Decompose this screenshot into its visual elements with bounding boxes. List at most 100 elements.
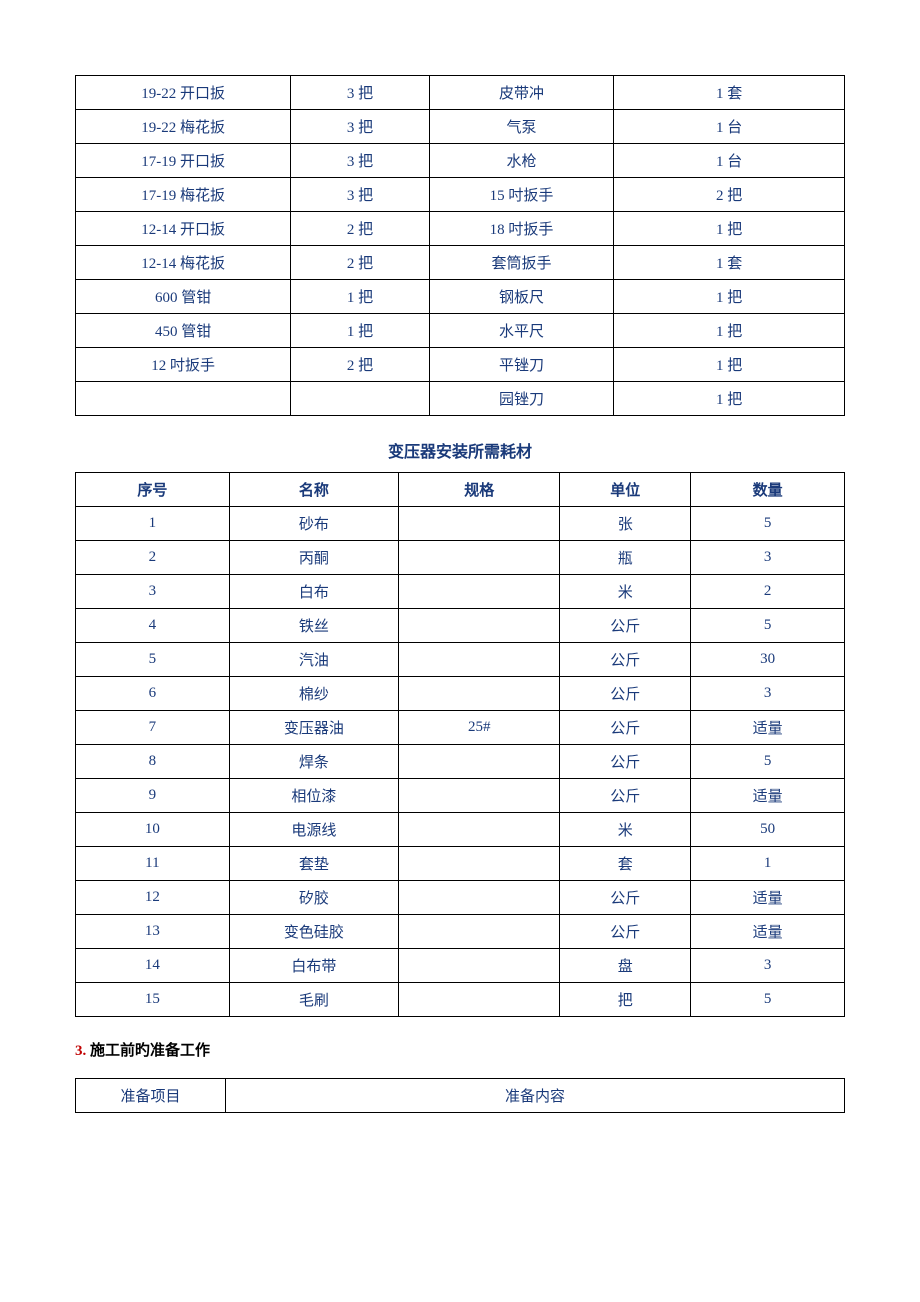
table-row: 5汽油公斤30	[76, 643, 845, 677]
table-cell: 矽胶	[229, 881, 398, 915]
table-cell: 3 把	[291, 110, 429, 144]
table-cell: 17-19 梅花扳	[76, 178, 291, 212]
table-cell: 19-22 梅花扳	[76, 110, 291, 144]
column-header: 序号	[76, 473, 230, 507]
table-row: 12矽胶公斤适量	[76, 881, 845, 915]
table-cell	[398, 983, 559, 1017]
table-cell: 2	[691, 575, 845, 609]
table-cell: 米	[560, 575, 691, 609]
table-cell: 5	[691, 983, 845, 1017]
table-cell: 4	[76, 609, 230, 643]
table-cell	[76, 382, 291, 416]
table-cell: 15 吋扳手	[429, 178, 614, 212]
table-cell: 8	[76, 745, 230, 779]
table-row: 园锉刀1 把	[76, 382, 845, 416]
table-cell: 砂布	[229, 507, 398, 541]
prep-header-content: 准备内容	[226, 1079, 845, 1113]
table-cell: 5	[76, 643, 230, 677]
table-cell	[398, 507, 559, 541]
column-header: 名称	[229, 473, 398, 507]
table-cell: 3	[691, 949, 845, 983]
table-cell: 2 把	[291, 348, 429, 382]
table-cell	[398, 643, 559, 677]
column-header: 数量	[691, 473, 845, 507]
table-cell: 13	[76, 915, 230, 949]
table-row: 13变色硅胶 公斤适量	[76, 915, 845, 949]
table-cell: 公斤	[560, 779, 691, 813]
table-row: 2丙酮瓶3	[76, 541, 845, 575]
table-cell: 气泵	[429, 110, 614, 144]
table-cell: 变色硅胶	[229, 915, 398, 949]
table-cell: 1 套	[614, 246, 845, 280]
table-cell: 适量	[691, 915, 845, 949]
table-cell: 适量	[691, 711, 845, 745]
column-header: 规格	[398, 473, 559, 507]
table-cell: 1 把	[614, 348, 845, 382]
table-row: 3白布 米2	[76, 575, 845, 609]
table-cell: 1 把	[614, 280, 845, 314]
table-cell: 9	[76, 779, 230, 813]
table-cell: 把	[560, 983, 691, 1017]
section-title: 施工前旳准备工作	[90, 1043, 210, 1059]
table-cell: 公斤	[560, 881, 691, 915]
table-cell: 50	[691, 813, 845, 847]
table-cell	[398, 575, 559, 609]
table-row: 4铁丝公斤5	[76, 609, 845, 643]
table-cell: 12-14 开口扳	[76, 212, 291, 246]
table-cell: 套	[560, 847, 691, 881]
table-cell: 平锉刀	[429, 348, 614, 382]
table-cell: 12	[76, 881, 230, 915]
table-cell: 公斤	[560, 609, 691, 643]
table-cell: 公斤	[560, 745, 691, 779]
table-cell: 相位漆	[229, 779, 398, 813]
table-cell	[398, 541, 559, 575]
table-cell: 17-19 开口扳	[76, 144, 291, 178]
table-cell: 钢板尺	[429, 280, 614, 314]
table-row: 17-19 梅花扳3 把15 吋扳手2 把	[76, 178, 845, 212]
table-cell: 焊条	[229, 745, 398, 779]
table-cell: 5	[691, 745, 845, 779]
table-cell: 1 台	[614, 144, 845, 178]
table-cell: 3	[76, 575, 230, 609]
table-cell: 毛刷	[229, 983, 398, 1017]
table-cell: 25#	[398, 711, 559, 745]
table-row: 15毛刷把5	[76, 983, 845, 1017]
table-cell: 14	[76, 949, 230, 983]
consumables-table: 序号名称规格单位数量 1砂布张52丙酮瓶33白布米24铁丝公斤55汽油公斤306…	[75, 472, 845, 1017]
table-cell: 变压器油	[229, 711, 398, 745]
table-cell: 2 把	[614, 178, 845, 212]
table-cell: 1 套	[614, 76, 845, 110]
table-cell	[398, 609, 559, 643]
table-row: 6棉纱公斤3	[76, 677, 845, 711]
table-cell: 3 把	[291, 178, 429, 212]
table-cell: 公斤	[560, 915, 691, 949]
table-row: 11套垫套1	[76, 847, 845, 881]
table-cell: 600 管钳	[76, 280, 291, 314]
table-cell: 1	[76, 507, 230, 541]
preparation-table: 准备项目 准备内容	[75, 1078, 845, 1113]
table-cell: 19-22 开口扳	[76, 76, 291, 110]
table-cell: 3	[691, 677, 845, 711]
table-cell: 2 把	[291, 246, 429, 280]
table-cell: 电源线	[229, 813, 398, 847]
table-cell: 1	[691, 847, 845, 881]
table-cell: 盘	[560, 949, 691, 983]
table-cell: 1 把	[614, 314, 845, 348]
table-cell: 套垫	[229, 847, 398, 881]
table-cell: 园锉刀	[429, 382, 614, 416]
table-cell: 皮带冲	[429, 76, 614, 110]
tools-table: 19-22 开口扳3 把皮带冲1 套19-22 梅花扳3 把气泵1 台17-19…	[75, 75, 845, 416]
table-cell: 汽油	[229, 643, 398, 677]
table-cell: 7	[76, 711, 230, 745]
table-cell: 2 把	[291, 212, 429, 246]
table-row: 7变压器油25#公斤适量	[76, 711, 845, 745]
table-row: 8焊条 公斤5	[76, 745, 845, 779]
table-row: 450 管钳1 把水平尺1 把	[76, 314, 845, 348]
table-cell: 12 吋扳手	[76, 348, 291, 382]
table-cell: 450 管钳	[76, 314, 291, 348]
table-cell: 水枪	[429, 144, 614, 178]
table-cell: 白布	[229, 575, 398, 609]
table-cell: 5	[691, 507, 845, 541]
table-cell: 米	[560, 813, 691, 847]
table-cell: 1 把	[614, 212, 845, 246]
